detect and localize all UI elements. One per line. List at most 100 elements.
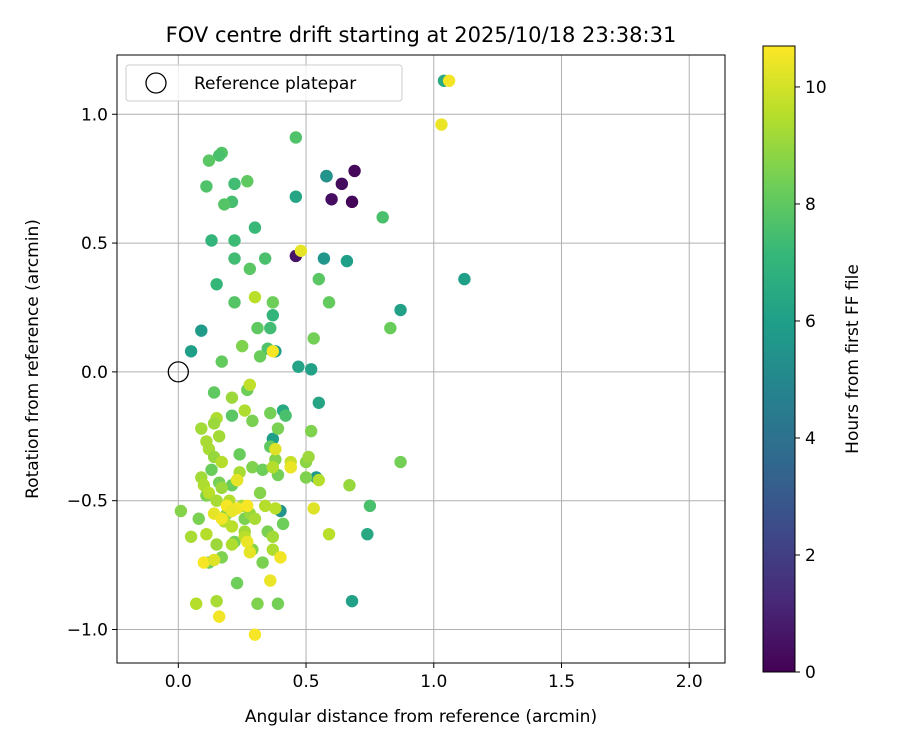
- data-point: [243, 546, 257, 559]
- legend: Reference platepar: [125, 64, 403, 102]
- x-tick-label: 0.5: [293, 672, 320, 692]
- x-tick-label: 1.0: [420, 672, 447, 692]
- data-point: [228, 296, 241, 309]
- data-point: [266, 296, 280, 309]
- data-point: [248, 628, 262, 641]
- data-point: [266, 309, 280, 322]
- data-point: [207, 553, 221, 567]
- y-axis-ticks: −1.0 −0.5 0.0 0.5 1.0: [67, 105, 117, 641]
- data-point: [233, 448, 246, 461]
- data-point: [253, 486, 267, 500]
- data-point: [394, 455, 407, 469]
- data-point: [215, 512, 228, 525]
- colorbar-tick-label: 10: [805, 78, 827, 98]
- data-point: [225, 520, 239, 533]
- data-point: [435, 118, 448, 131]
- x-axis-label: Angular distance from reference (arcmin): [245, 707, 597, 727]
- data-point: [264, 574, 277, 587]
- data-point: [266, 345, 280, 358]
- x-tick-label: 2.0: [676, 672, 703, 692]
- data-point: [302, 450, 315, 464]
- x-axis-ticks: 0.0 0.5 1.0 1.5 2.0: [165, 663, 703, 692]
- data-point: [266, 461, 280, 474]
- data-point: [264, 321, 277, 335]
- data-point: [225, 391, 239, 404]
- data-point: [248, 221, 262, 234]
- chart-title: FOV centre drift starting at 2025/10/18 …: [166, 23, 677, 47]
- data-point: [246, 461, 259, 474]
- data-point: [248, 290, 262, 304]
- data-point: [215, 481, 228, 495]
- data-point: [210, 278, 223, 291]
- data-point: [376, 211, 389, 224]
- data-point: [343, 479, 356, 492]
- data-point: [218, 198, 231, 211]
- data-point: [174, 504, 188, 518]
- data-point: [230, 576, 244, 590]
- data-point: [225, 409, 239, 422]
- data-point: [225, 504, 239, 518]
- data-point: [335, 177, 349, 191]
- data-point: [271, 422, 285, 435]
- data-point: [256, 463, 269, 476]
- data-point: [258, 252, 272, 265]
- data-point: [228, 234, 241, 247]
- data-point: [322, 527, 336, 541]
- colorbar: 0 2 4 6 8 10 Hours from first FF file: [762, 45, 863, 683]
- data-point: [202, 486, 216, 500]
- data-point: [241, 175, 254, 188]
- reference-marker: [167, 361, 189, 383]
- data-point: [325, 193, 338, 206]
- data-point: [363, 499, 377, 513]
- data-point: [340, 254, 354, 268]
- data-point: [307, 502, 320, 515]
- data-point: [289, 190, 303, 203]
- data-point: [230, 473, 244, 487]
- plot-area: 0.0 0.5 1.0 1.5 2.0 −1.0 −0.5 0.0 0.5 1.0: [67, 54, 726, 692]
- colorbar-tick-label: 6: [805, 312, 816, 332]
- data-point: [304, 424, 318, 438]
- data-point: [253, 350, 267, 363]
- data-point: [241, 499, 254, 513]
- data-point: [246, 414, 259, 428]
- y-axis-label: Rotation from reference (arcmin): [23, 219, 43, 499]
- data-point: [276, 517, 290, 531]
- data-point: [195, 422, 208, 435]
- data-point: [189, 597, 203, 610]
- data-point: [207, 386, 221, 399]
- data-point: [348, 164, 361, 178]
- data-point: [192, 512, 205, 525]
- grid-lines: [117, 55, 725, 663]
- data-point: [215, 355, 228, 368]
- data-point: [307, 332, 320, 345]
- data-point: [210, 538, 223, 551]
- data-point: [345, 594, 359, 608]
- data-point: [266, 530, 280, 543]
- data-point: [212, 430, 226, 443]
- y-tick-label: 1.0: [81, 105, 108, 125]
- data-point: [279, 409, 292, 422]
- data-point: [258, 499, 272, 513]
- data-point: [205, 463, 218, 476]
- data-point: [200, 180, 213, 193]
- data-point: [312, 272, 326, 286]
- data-point: [256, 556, 269, 569]
- data-point: [266, 543, 280, 556]
- data-point: [269, 442, 282, 456]
- data-point: [202, 154, 216, 167]
- y-tick-label: −1.0: [67, 621, 108, 641]
- data-point: [197, 556, 211, 569]
- data-point: [200, 527, 213, 541]
- data-point: [269, 502, 282, 515]
- data-point: [212, 149, 226, 162]
- data-point: [284, 461, 297, 474]
- colorbar-gradient: [762, 45, 796, 673]
- data-point: [322, 296, 336, 309]
- y-tick-label: 0.0: [81, 363, 108, 383]
- data-point: [458, 272, 471, 286]
- colorbar-ticks: 0 2 4 6 8 10: [795, 78, 827, 683]
- data-point: [345, 195, 359, 209]
- data-point: [210, 494, 223, 507]
- data-point: [394, 303, 407, 317]
